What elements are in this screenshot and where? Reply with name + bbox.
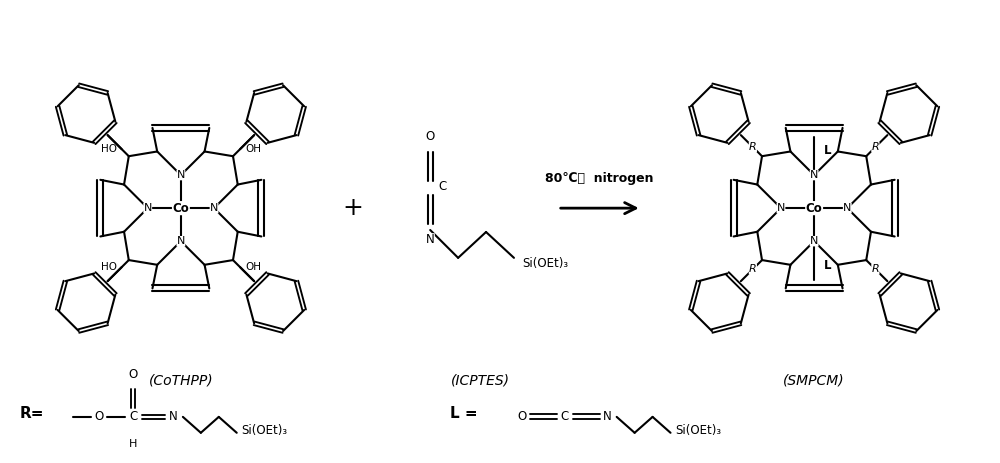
Text: O: O (94, 410, 104, 423)
Text: O: O (128, 368, 138, 381)
Text: HO: HO (101, 144, 117, 154)
Text: H: H (129, 439, 137, 449)
Text: N: N (144, 203, 152, 213)
Text: N: N (177, 170, 185, 180)
Text: L: L (824, 144, 832, 157)
Text: N: N (777, 203, 785, 213)
Text: OH: OH (245, 144, 261, 154)
Text: N: N (843, 203, 851, 213)
Text: O: O (426, 130, 435, 143)
Text: Si(OEt)₃: Si(OEt)₃ (522, 257, 568, 270)
Text: (CoTHPP): (CoTHPP) (149, 373, 213, 387)
Text: C: C (561, 410, 569, 423)
Text: L: L (824, 259, 832, 272)
Text: Co: Co (806, 202, 823, 215)
Text: Si(OEt)₃: Si(OEt)₃ (242, 424, 288, 437)
Text: L =: L = (450, 407, 478, 421)
Text: Co: Co (173, 202, 189, 215)
Text: N: N (169, 410, 177, 423)
Text: O: O (517, 410, 527, 423)
Text: Si(OEt)₃: Si(OEt)₃ (676, 424, 722, 437)
Text: N: N (603, 410, 612, 423)
Text: N: N (810, 236, 818, 246)
Text: R: R (749, 264, 757, 274)
Text: OH: OH (245, 262, 261, 272)
Text: (SMPCM): (SMPCM) (783, 373, 845, 387)
Text: 80℃，  nitrogen: 80℃， nitrogen (545, 172, 654, 185)
Text: C: C (438, 180, 446, 193)
Text: R: R (872, 264, 879, 274)
Text: (ICPTES): (ICPTES) (451, 373, 510, 387)
Text: R=: R= (19, 407, 44, 421)
Text: +: + (342, 196, 363, 220)
Text: HO: HO (101, 262, 117, 272)
Text: R: R (749, 142, 757, 152)
Text: N: N (426, 233, 435, 246)
Text: N: N (177, 236, 185, 246)
Text: C: C (129, 410, 137, 423)
Text: R: R (872, 142, 879, 152)
Text: N: N (210, 203, 218, 213)
Text: N: N (810, 170, 818, 180)
